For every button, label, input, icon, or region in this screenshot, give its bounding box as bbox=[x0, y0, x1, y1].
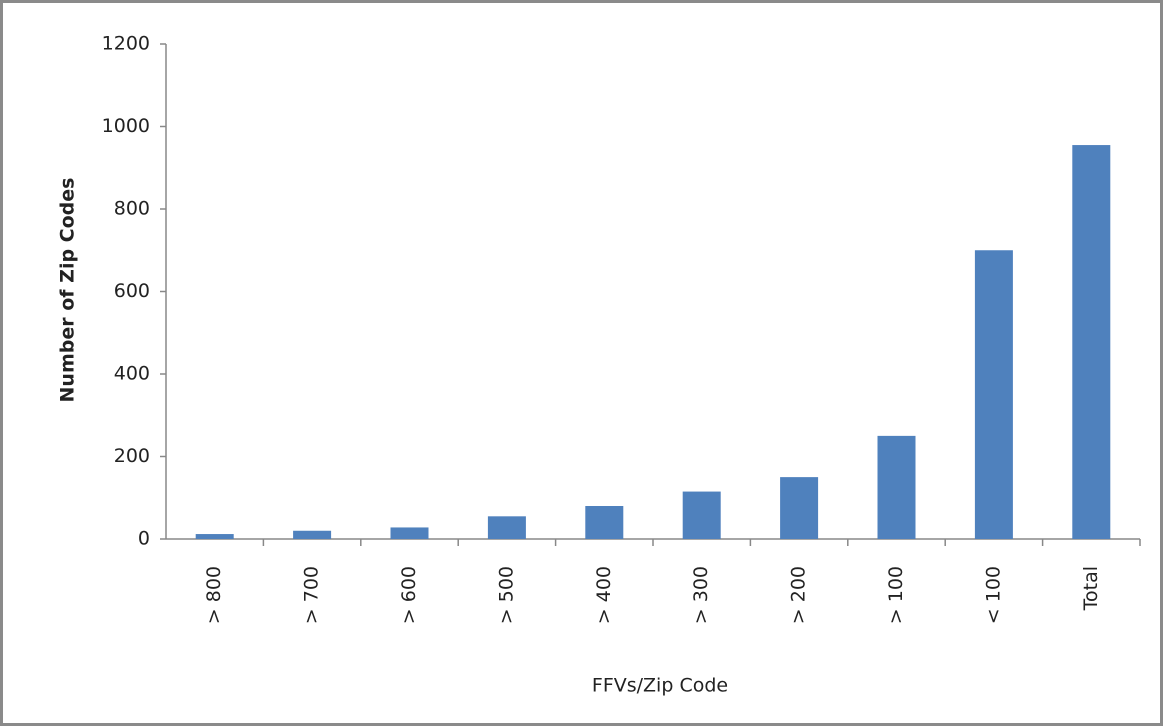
x-axis-title: FFVs/Zip Code bbox=[592, 675, 728, 697]
x-tick-label: > 300 bbox=[690, 566, 712, 624]
bar bbox=[780, 477, 819, 539]
bar bbox=[974, 250, 1013, 539]
y-tick-label: 1000 bbox=[102, 115, 150, 137]
y-tick-label: 800 bbox=[114, 198, 150, 220]
bar bbox=[585, 506, 624, 539]
y-axis-title: Number of Zip Codes bbox=[57, 178, 79, 403]
x-tick-label: > 700 bbox=[301, 566, 323, 624]
y-tick-label: 0 bbox=[138, 528, 150, 550]
x-tick-label: < 100 bbox=[982, 566, 1004, 624]
x-tick-label: > 100 bbox=[885, 566, 907, 624]
y-tick-label: 200 bbox=[114, 445, 150, 467]
bar bbox=[877, 435, 916, 539]
bar bbox=[195, 534, 234, 539]
y-tick-label: 1200 bbox=[102, 33, 150, 55]
bar bbox=[293, 530, 332, 539]
x-tick-label: > 400 bbox=[593, 566, 615, 624]
x-tick-label: > 200 bbox=[788, 566, 810, 624]
x-tick-label: > 600 bbox=[398, 566, 420, 624]
x-tick-label: Total bbox=[1080, 566, 1102, 611]
bar bbox=[390, 527, 429, 539]
x-tick-label: > 800 bbox=[203, 566, 225, 624]
x-tick-label: > 500 bbox=[495, 566, 517, 624]
y-tick-label: 600 bbox=[114, 280, 150, 302]
bar bbox=[1072, 145, 1111, 539]
y-tick-label: 400 bbox=[114, 363, 150, 385]
bar bbox=[682, 491, 721, 539]
bar bbox=[487, 516, 526, 539]
